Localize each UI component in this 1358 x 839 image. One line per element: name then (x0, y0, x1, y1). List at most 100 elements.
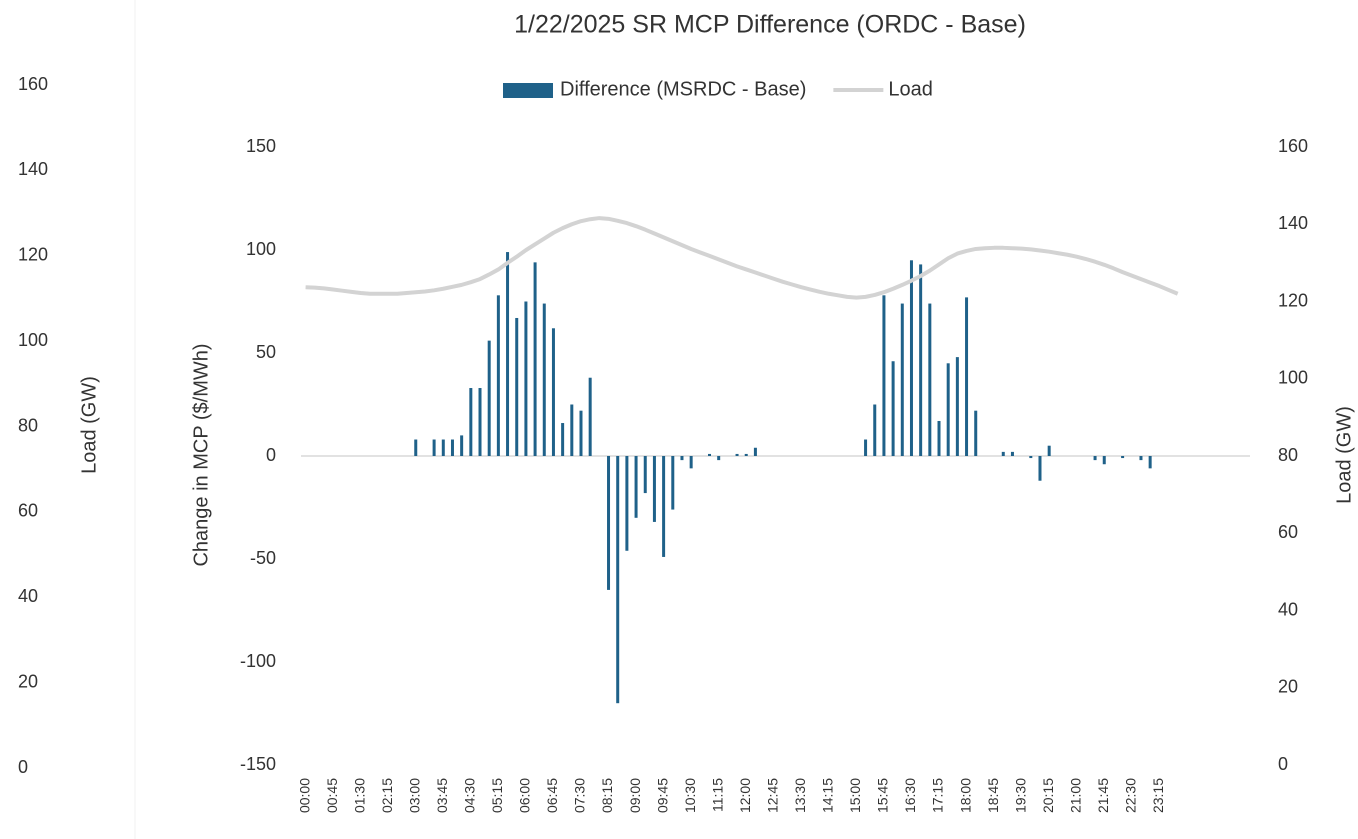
bar (753, 447, 757, 456)
bar (974, 410, 978, 456)
x-tick-label: 12:00 (737, 778, 753, 813)
bar (460, 435, 464, 456)
bar (607, 456, 611, 590)
x-tick-label: 23:15 (1150, 778, 1166, 813)
bar (891, 361, 895, 456)
x-tick-label: 15:45 (875, 778, 891, 813)
y-tick-label: -150 (240, 754, 276, 774)
partial-y-tick-label: 120 (18, 245, 48, 265)
bar (533, 262, 537, 456)
bar (680, 456, 684, 461)
x-tick-label: 19:30 (1012, 778, 1028, 813)
bar (1029, 456, 1033, 459)
bar (662, 456, 666, 557)
x-tick-label: 22:30 (1122, 778, 1138, 813)
bar (1047, 445, 1051, 456)
bar (919, 264, 923, 456)
bar (478, 388, 482, 456)
bar (1121, 456, 1125, 459)
y2-axis-label: Load (GW) (1333, 406, 1355, 504)
partial-y-tick-label: 40 (18, 586, 38, 606)
x-tick-label: 18:00 (957, 778, 973, 813)
y-tick-label: -50 (250, 548, 276, 568)
y2-tick-label: 120 (1278, 290, 1308, 310)
partial-y-tick-label: 140 (18, 159, 48, 179)
bar (506, 252, 510, 456)
x-tick-label: 07:30 (572, 778, 588, 813)
x-tick-label: 03:00 (406, 778, 422, 813)
x-tick-label: 00:45 (324, 778, 340, 813)
bar (1139, 456, 1143, 461)
bar (955, 357, 959, 456)
bar (634, 456, 638, 518)
bar (735, 453, 739, 456)
bar (625, 456, 629, 551)
x-tick-label: 21:45 (1095, 778, 1111, 813)
y2-tick-label: 40 (1278, 599, 1298, 619)
legend-label: Load (888, 78, 933, 100)
x-tick-label: 20:15 (1040, 778, 1056, 813)
partial-y-tick-label: 60 (18, 501, 38, 521)
x-tick-label: 16:30 (902, 778, 918, 813)
bar (744, 453, 748, 456)
chart-title: 1/22/2025 SR MCP Difference (ORDC - Base… (514, 11, 1026, 39)
bar (882, 295, 886, 456)
bar (487, 340, 491, 456)
y-tick-label: 150 (246, 136, 276, 156)
x-tick-label: 09:00 (627, 778, 643, 813)
bar (1010, 451, 1014, 456)
y2-tick-label: 60 (1278, 522, 1298, 542)
bar (689, 456, 693, 469)
x-tick-label: 03:45 (434, 778, 450, 813)
bar (928, 303, 932, 456)
bar (579, 410, 583, 456)
y2-tick-label: 80 (1278, 445, 1298, 465)
x-tick-label: 06:45 (544, 778, 560, 813)
legend-label: Difference (MSRDC - Base) (560, 78, 806, 100)
y2-tick-label: 100 (1278, 368, 1308, 388)
bar (909, 260, 913, 456)
bar (900, 303, 904, 456)
x-tick-label: 10:30 (682, 778, 698, 813)
y-tick-label: 100 (246, 239, 276, 259)
bar (588, 377, 592, 456)
x-tick-label: 14:15 (820, 778, 836, 813)
y-tick-label: -100 (240, 651, 276, 671)
bar (515, 317, 519, 456)
x-tick-label: 15:00 (847, 778, 863, 813)
bar (946, 363, 950, 456)
x-tick-label: 09:45 (654, 778, 670, 813)
y2-tick-label: 0 (1278, 754, 1288, 774)
x-tick-label: 01:30 (351, 778, 367, 813)
bar (561, 423, 565, 456)
bar (652, 456, 656, 522)
partial-y-tick-label: 160 (18, 74, 48, 94)
x-tick-label: 13:30 (792, 778, 808, 813)
bar (542, 303, 546, 456)
x-tick-label: 18:45 (985, 778, 1001, 813)
partial-y-axis-label: Load (GW) (78, 376, 100, 474)
bar (524, 301, 528, 456)
partial-y-tick-label: 20 (18, 671, 38, 691)
y2-tick-label: 160 (1278, 136, 1308, 156)
y2-tick-label: 20 (1278, 677, 1298, 697)
x-tick-label: 00:00 (296, 778, 312, 813)
bar (496, 295, 500, 456)
bar (616, 456, 620, 704)
bar (1001, 451, 1005, 456)
legend-swatch (503, 83, 553, 98)
bar (469, 388, 473, 456)
x-tick-label: 17:15 (930, 778, 946, 813)
x-tick-label: 02:15 (379, 778, 395, 813)
bar (1093, 456, 1097, 461)
bar (708, 453, 712, 456)
x-tick-label: 21:00 (1067, 778, 1083, 813)
partial-y-tick-label: 100 (18, 330, 48, 350)
bar (717, 456, 721, 461)
y-tick-label: 0 (266, 445, 276, 465)
y2-tick-label: 140 (1278, 213, 1308, 233)
bar (570, 404, 574, 456)
bar (1102, 456, 1106, 465)
bar (864, 439, 868, 456)
